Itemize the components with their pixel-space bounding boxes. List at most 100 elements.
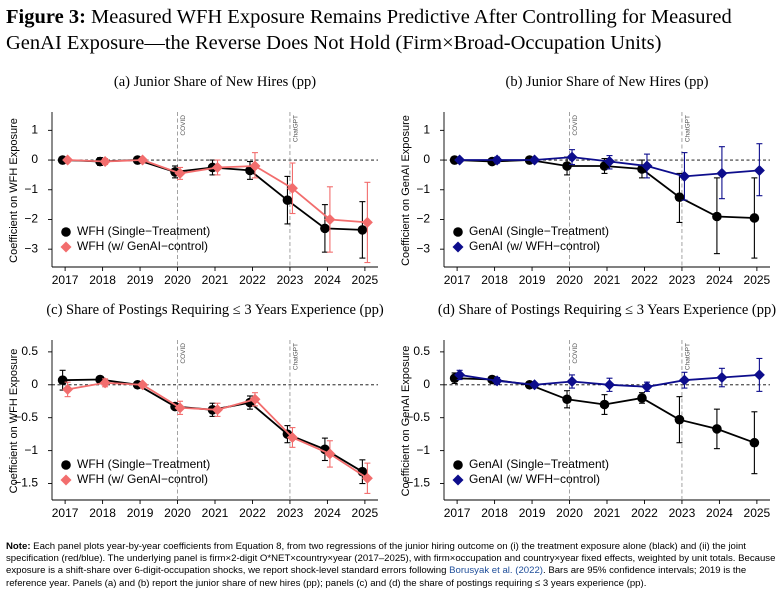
- panel-d-series-1-point: [562, 394, 572, 405]
- panel-c-series-2-point: [212, 404, 223, 416]
- panel-b-x-tick-label: 2023: [669, 273, 696, 287]
- panel-a-legend-label: WFH (w/ GenAI−control): [77, 239, 208, 253]
- panel-c-x-tick-label: 2023: [277, 506, 304, 520]
- panel-b-x-tick-label: 2024: [706, 273, 733, 287]
- panel-c-x-tick-label: 2024: [314, 506, 341, 520]
- panel-b-series-2-point: [716, 167, 728, 179]
- panel-c-y-tick-label: −1: [24, 443, 38, 457]
- panel-d-y-tick-label: 0: [423, 377, 430, 391]
- panel-c-y-axis-label: Coefficient on WFH Exposure: [8, 349, 20, 494]
- panel-d-series-2-point: [753, 369, 765, 381]
- panel-a-y-tick-label: 0: [31, 152, 38, 166]
- panel-b-y-axis-label: Coefficient on GenAI Exposure: [400, 115, 412, 266]
- panel-a-x-tick-label: 2017: [52, 273, 79, 287]
- panel-a-x-tick-label: 2019: [127, 273, 154, 287]
- figure-label: Figure 3:: [6, 6, 86, 28]
- panel-c-y-tick-label: −0.5: [14, 410, 38, 424]
- panel-d-x-tick-label: 2021: [594, 506, 621, 520]
- panel-a-series-2-point: [286, 182, 298, 194]
- panel-b: (b) Junior Share of New Hires (pp) Coeffi…: [400, 74, 771, 287]
- panel-a-series-2-point: [212, 161, 223, 173]
- note-text-2: . Bars are 95% confidence intervals; 201…: [6, 565, 747, 589]
- panel-c: (c) Share of Postings Requiring ≤ 3 Year…: [8, 302, 384, 520]
- panel-b-legend-label: GenAI (Single−Treatment): [469, 224, 609, 238]
- panel-d-series-2-point: [641, 381, 653, 393]
- panel-d-x-tick-label: 2025: [744, 506, 771, 520]
- panel-c-series-2-point: [361, 472, 373, 484]
- panel-c-x-tick-label: 2021: [202, 506, 229, 520]
- panel-a-legend-marker: [60, 241, 72, 253]
- panel-b-series-2-point: [678, 170, 690, 182]
- panel-d-event-label: ChatGPT: [685, 343, 692, 370]
- panel-b-event-label: ChatGPT: [685, 115, 692, 142]
- panel-a-y-axis-label: Coefficient on WFH Exposure: [8, 118, 20, 263]
- panel-d-title: (d) Share of Postings Requiring ≤ 3 Year…: [438, 302, 776, 318]
- panel-a-x-tick-label: 2022: [239, 273, 266, 287]
- panel-a-x-tick-label: 2023: [277, 273, 304, 287]
- panel-d-x-tick-label: 2018: [481, 506, 508, 520]
- panel-c-series-2-point: [324, 448, 336, 460]
- panel-b-series-2-point: [566, 151, 578, 163]
- panel-d-y-tick-label: −1: [416, 443, 430, 457]
- panel-c-y-tick-label: −1.5: [14, 476, 38, 490]
- panel-c-x-tick-label: 2022: [239, 506, 266, 520]
- panel-c-legend-label: WFH (w/ GenAI−control): [77, 472, 208, 486]
- panel-d-x-tick-label: 2017: [444, 506, 471, 520]
- panel-d-event-label: COVID: [572, 343, 579, 364]
- panel-b-series-2-point: [491, 154, 503, 166]
- panel-d-series-1-point: [749, 437, 760, 448]
- panel-d-series-2-point: [678, 374, 690, 386]
- figure-note: Note: Each panel plots year-by-year coef…: [6, 541, 778, 590]
- panel-c-series-2-point: [137, 379, 149, 391]
- panel-d-y-tick-label: 0.5: [413, 344, 430, 358]
- panel-d-x-tick-label: 2020: [556, 506, 583, 520]
- panel-b-x-tick-label: 2022: [631, 273, 658, 287]
- panel-b-title: (b) Junior Share of New Hires (pp): [506, 74, 709, 90]
- panel-a-x-tick-label: 2018: [89, 273, 116, 287]
- panel-d-x-tick-label: 2022: [631, 506, 658, 520]
- panel-c-legend-marker: [60, 474, 72, 486]
- panel-d-series-1-point: [599, 399, 610, 410]
- panel-b-series-2-point: [454, 154, 466, 166]
- panel-d-y-tick-label: −0.5: [406, 410, 430, 424]
- panel-a-legend-marker: [61, 227, 71, 237]
- panel-a-series-1-point: [282, 195, 293, 205]
- panel-d-series-2-point: [529, 379, 541, 391]
- panel-d-series-2-point: [716, 372, 728, 384]
- panel-d-series-2-point: [491, 375, 503, 387]
- panel-b-x-tick-label: 2018: [481, 273, 508, 287]
- panel-b-y-tick-label: 1: [423, 123, 430, 137]
- panel-b-x-tick-label: 2017: [444, 273, 471, 287]
- panel-a-series-2-point: [324, 213, 336, 225]
- panel-b-x-tick-label: 2021: [594, 273, 621, 287]
- panel-a-x-tick-label: 2024: [314, 273, 341, 287]
- note-citation-link[interactable]: Borusyak et al. (2022): [449, 565, 543, 577]
- panel-b-event-label: COVID: [572, 115, 579, 136]
- panel-d-y-axis-label: Coefficient on GenAI Exposure: [400, 346, 412, 497]
- panel-b-y-tick-label: 0: [423, 152, 430, 166]
- panel-a-series-1-point: [320, 223, 330, 234]
- panel-d-series-1-point: [637, 393, 647, 403]
- panel-b-x-tick-label: 2019: [519, 273, 546, 287]
- panel-c-legend-marker: [61, 460, 71, 470]
- panel-a-series-2-point: [62, 154, 74, 166]
- panel-c-series-2-point: [174, 402, 186, 414]
- panel-a-series-1-point: [357, 225, 368, 235]
- panel-b-series-1-point: [712, 211, 722, 222]
- panel-c-y-tick-label: 0.5: [21, 344, 38, 358]
- panel-d-series-1-point: [712, 424, 722, 434]
- panel-a-series-2-point: [137, 154, 149, 166]
- panel-b-legend-label: GenAI (w/ WFH−control): [469, 239, 600, 253]
- panel-d-series-2-point: [604, 379, 615, 391]
- panel-c-series-2-point: [249, 393, 261, 405]
- panel-b-legend-marker: [452, 241, 464, 253]
- panel-a: (a) Junior Share of New Hires (pp) Coeffi…: [8, 74, 379, 287]
- panel-d-series-2-point: [454, 369, 466, 381]
- panel-c-event-label: COVID: [180, 343, 187, 364]
- panel-a-series-2-point: [249, 160, 261, 172]
- panel-b-y-tick-label: −1: [416, 182, 430, 196]
- panel-a-series-2-point: [99, 156, 111, 168]
- panel-b-series-2-point: [641, 160, 653, 172]
- panel-c-series-2-point: [286, 431, 298, 443]
- panel-d-legend-label: GenAI (Single−Treatment): [469, 457, 609, 471]
